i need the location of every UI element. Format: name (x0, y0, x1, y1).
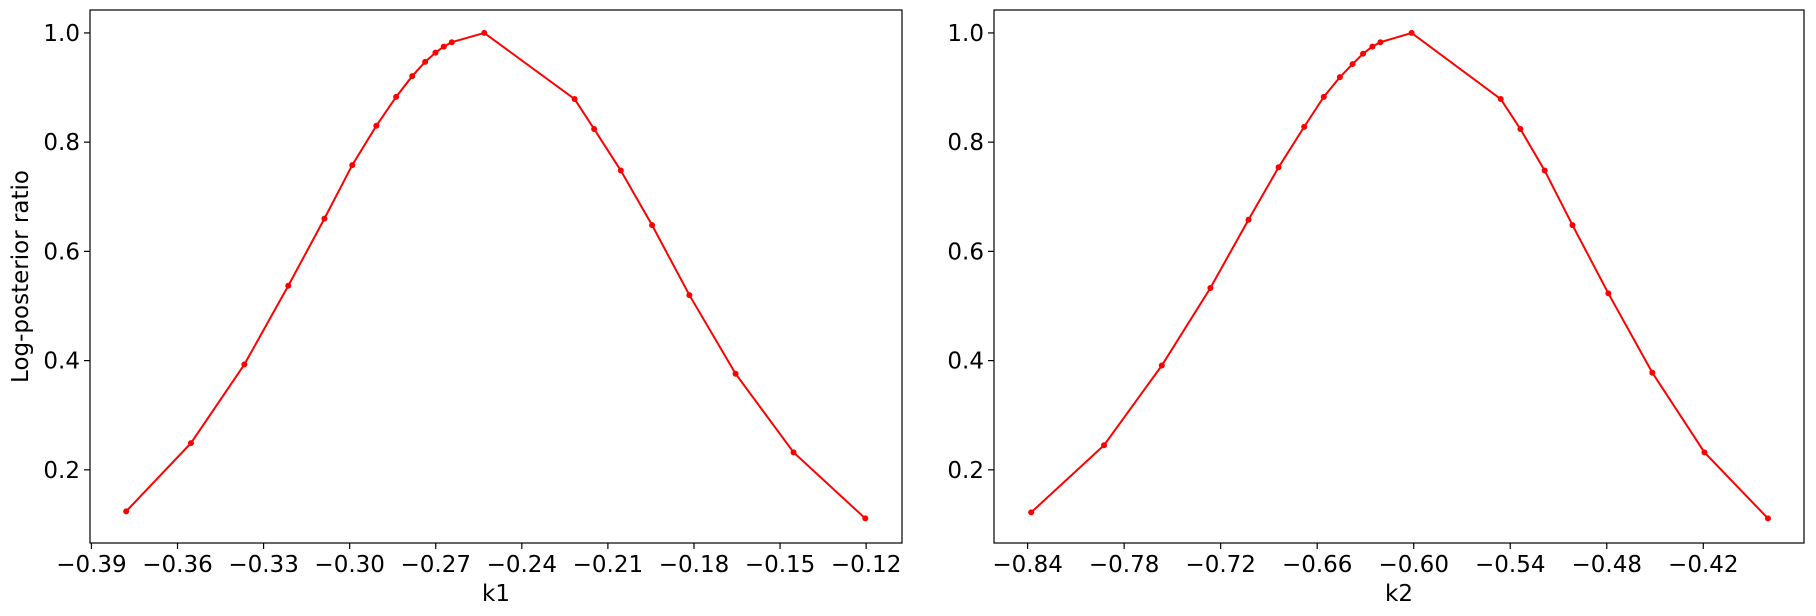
x-tick-label: −0.12 (831, 552, 901, 578)
y-tick-label: 1.0 (947, 21, 984, 47)
data-point (1349, 61, 1356, 68)
data-point (1275, 164, 1282, 171)
data-line (1030, 31, 1769, 520)
data-point (1569, 222, 1576, 229)
x-tick-label: −0.60 (1378, 552, 1448, 578)
data-point (422, 58, 429, 65)
plot-frame (993, 9, 1805, 544)
x-tick-label: −0.24 (487, 552, 557, 578)
data-point (373, 122, 380, 129)
x-tick-label: −0.39 (56, 552, 126, 578)
x-tick-label: −0.54 (1475, 552, 1545, 578)
x-axis-label: k2 (1385, 581, 1413, 607)
x-tick-label: −0.15 (745, 552, 815, 578)
data-line (125, 31, 866, 520)
data-point (432, 49, 439, 56)
x-tick-label: −0.30 (314, 552, 384, 578)
y-tick-label: 0.2 (947, 458, 984, 484)
data-point (1336, 74, 1343, 81)
x-tick-label: −0.18 (659, 552, 729, 578)
x-tick-label: −0.42 (1668, 552, 1738, 578)
data-point (1245, 216, 1252, 223)
data-point (686, 292, 693, 299)
data-point (1369, 43, 1376, 50)
data-point (285, 282, 292, 289)
data-point (571, 96, 578, 103)
data-point (1497, 96, 1504, 103)
x-tick-label: −0.33 (228, 552, 298, 578)
data-point (862, 515, 869, 522)
x-tick-label: −0.84 (992, 552, 1062, 578)
y-tick-label: 0.6 (947, 239, 984, 265)
x-tick-label: −0.78 (1089, 552, 1159, 578)
x-tick-label: −0.36 (142, 552, 212, 578)
data-point (481, 29, 488, 36)
x-tick-label: −0.21 (573, 552, 643, 578)
data-point (1101, 442, 1108, 449)
x-tick-label: −0.48 (1572, 552, 1642, 578)
data-point (1360, 50, 1367, 57)
y-axis-label: Log-posterior ratio (8, 170, 34, 383)
data-point (187, 440, 194, 447)
y-tick-label: 0.4 (947, 349, 984, 375)
data-point (409, 73, 416, 80)
data-point (732, 370, 739, 377)
data-point (393, 93, 400, 100)
y-tick-label: 0.8 (947, 130, 984, 156)
x-tick-label: −0.72 (1185, 552, 1255, 578)
x-tick-label: −0.27 (401, 552, 471, 578)
data-point (1301, 123, 1308, 130)
y-tick-label: 1.0 (43, 21, 80, 47)
data-point (1605, 290, 1612, 297)
y-tick-label: 0.6 (43, 239, 80, 265)
y-tick-label: 0.2 (43, 458, 80, 484)
data-point (1408, 29, 1415, 36)
data-point (448, 39, 455, 46)
data-point (123, 508, 130, 515)
data-point (1764, 515, 1771, 522)
data-point (1028, 509, 1035, 516)
data-point (1158, 362, 1165, 369)
y-tick-label: 0.4 (43, 349, 80, 375)
data-point (617, 167, 624, 174)
x-tick-label: −0.66 (1282, 552, 1352, 578)
data-point (1320, 93, 1327, 100)
data-point (349, 162, 356, 169)
data-point (321, 215, 328, 222)
data-point (790, 449, 797, 456)
y-tick-label: 0.8 (43, 130, 80, 156)
data-point (1377, 39, 1384, 46)
data-point (1517, 126, 1524, 133)
data-point (591, 126, 598, 133)
data-point (241, 361, 248, 368)
data-point (1541, 167, 1548, 174)
data-point (1649, 369, 1656, 376)
data-point (649, 222, 656, 229)
x-axis-label: k1 (482, 581, 510, 607)
plot-frame (89, 9, 903, 544)
data-point (1207, 284, 1214, 291)
data-point (1701, 449, 1708, 456)
data-point (440, 43, 447, 50)
